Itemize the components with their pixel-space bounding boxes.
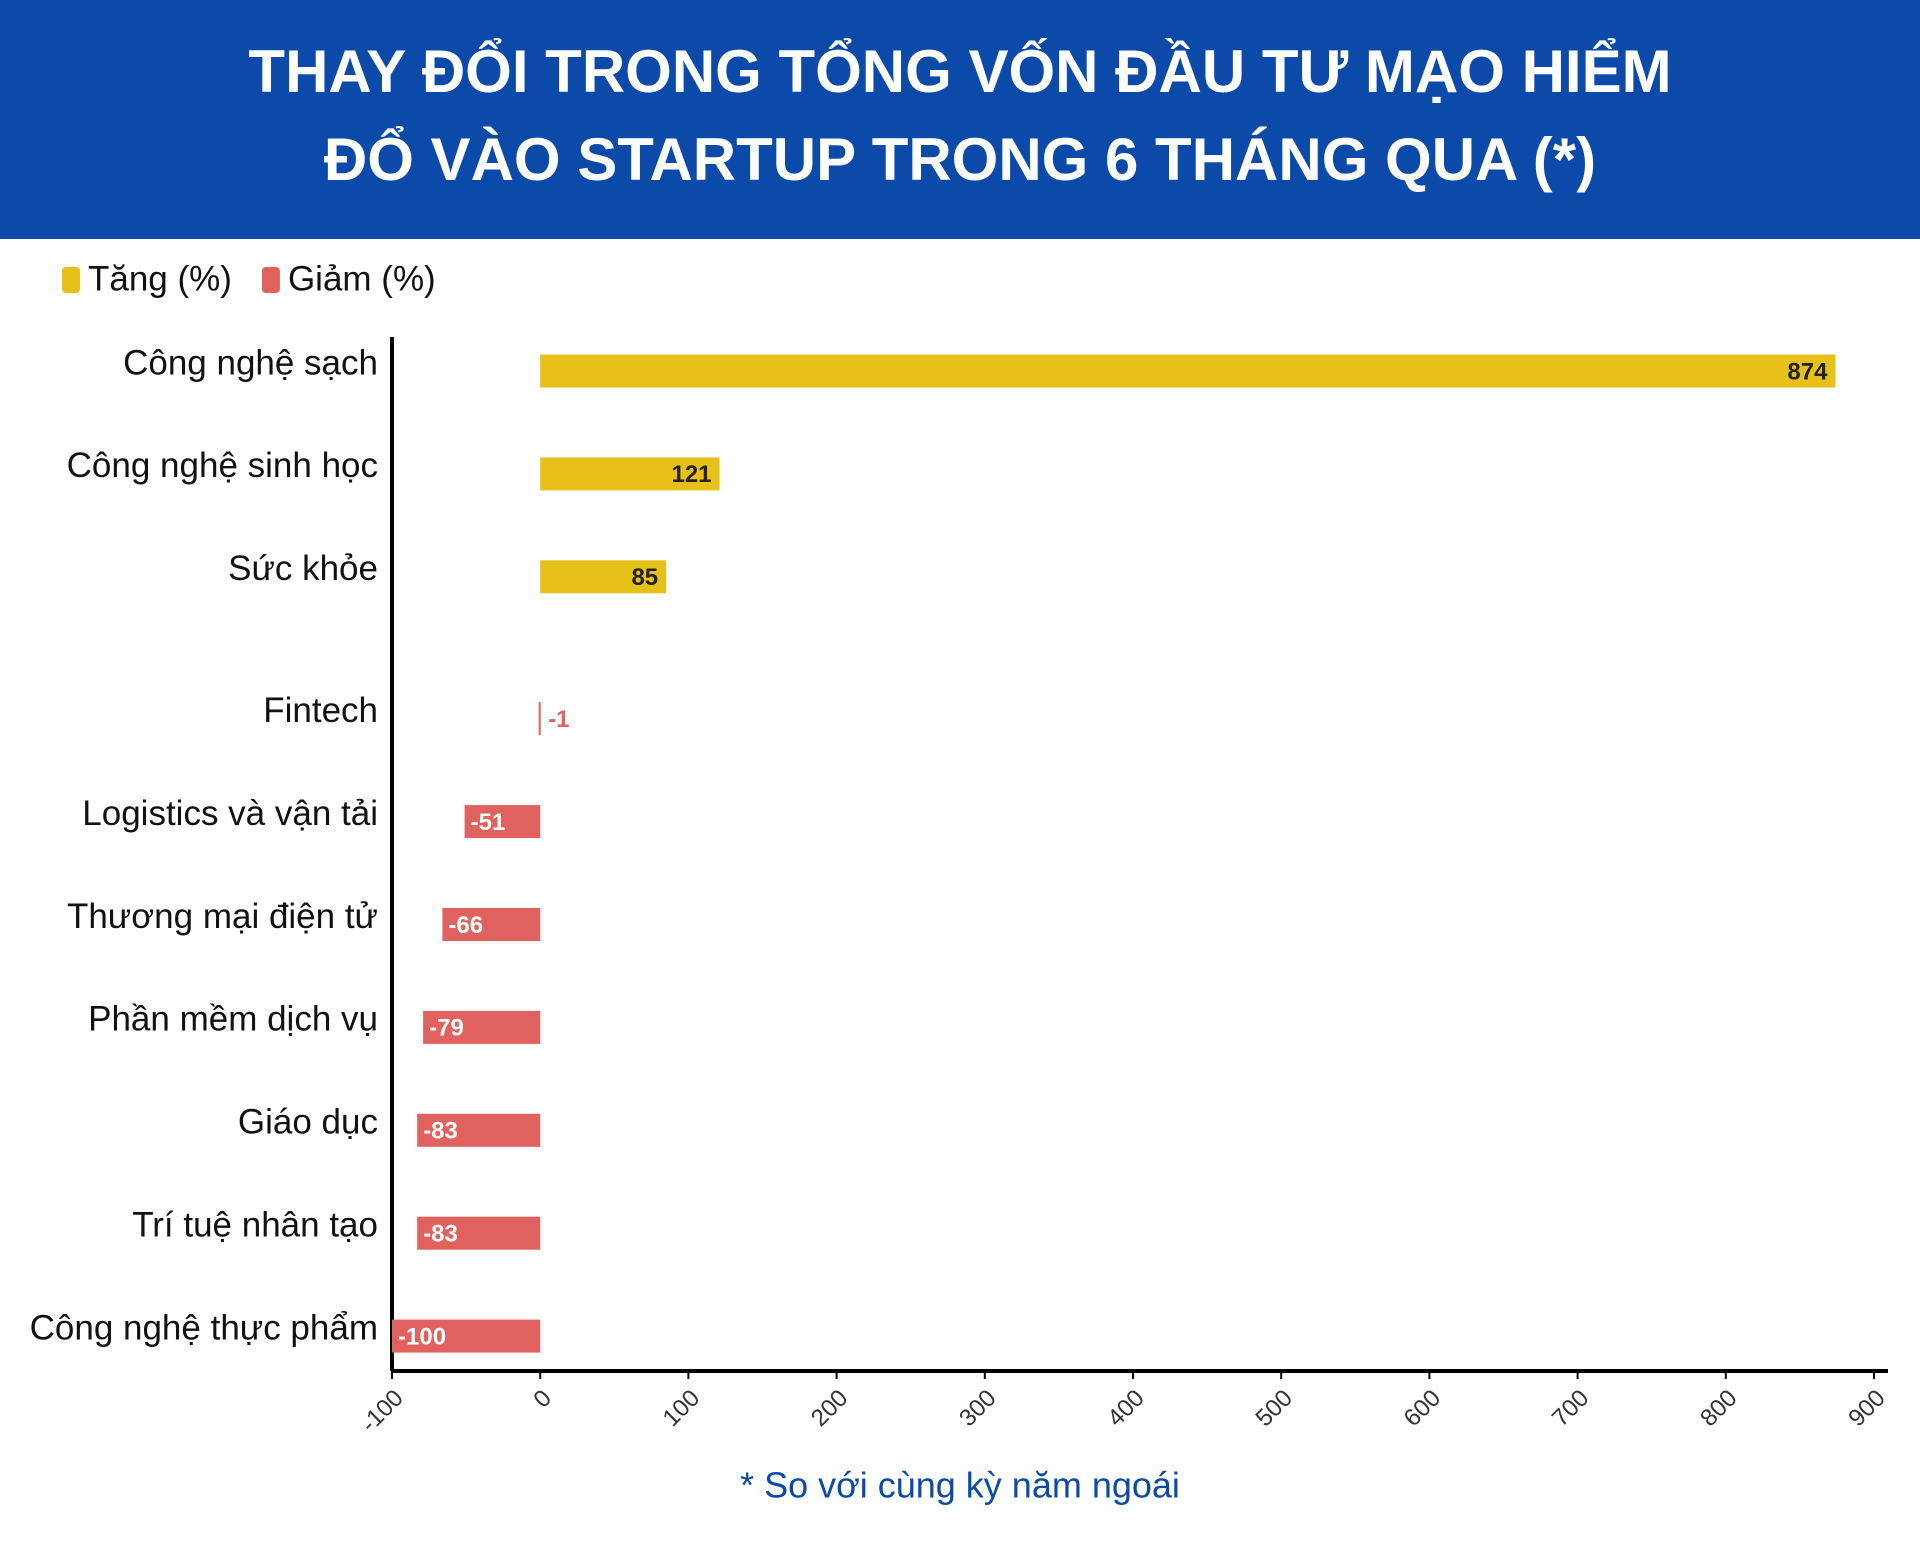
value-label: 874 <box>1787 358 1828 385</box>
value-label: -66 <box>448 912 483 939</box>
header-band <box>0 0 1920 239</box>
category-label: Công nghệ sạch <box>123 343 378 382</box>
category-label: Sức khỏe <box>228 549 378 588</box>
x-tick-label: 300 <box>954 1385 1001 1432</box>
bar <box>423 1010 541 1044</box>
value-label: 85 <box>631 564 658 591</box>
category-label: Công nghệ thực phẩm <box>30 1308 378 1347</box>
x-tick-label: 400 <box>1102 1385 1149 1432</box>
category-label: Trí tuệ nhân tạo <box>132 1205 378 1244</box>
bar <box>417 1216 541 1250</box>
category-label: Phần mềm dịch vụ <box>88 1000 378 1039</box>
category-label: Fintech <box>263 691 378 730</box>
value-label: -51 <box>471 809 506 836</box>
category-label: Giáo dục <box>238 1103 378 1142</box>
legend-label: Giảm (%) <box>288 259 436 298</box>
bar <box>540 354 1836 388</box>
category-label: Logistics và vận tải <box>82 794 378 833</box>
x-tick-label: 700 <box>1547 1385 1594 1432</box>
bar <box>538 702 541 736</box>
value-label: 121 <box>671 461 711 488</box>
value-label: -79 <box>429 1015 464 1042</box>
chart-title: ĐỔ VÀO STARTUP TRONG 6 THÁNG QUA (*) <box>324 126 1596 193</box>
x-tick-label: -100 <box>356 1385 409 1438</box>
legend-swatch <box>261 267 280 293</box>
x-tick-label: 0 <box>528 1385 557 1414</box>
x-tick-label: 900 <box>1843 1385 1890 1432</box>
x-tick-label: 200 <box>806 1385 853 1432</box>
x-tick-label: 800 <box>1695 1385 1742 1432</box>
bar <box>540 560 667 594</box>
legend-label: Tăng (%) <box>88 259 232 298</box>
x-tick-label: 100 <box>658 1385 705 1432</box>
bar <box>392 1319 541 1353</box>
bar <box>464 805 541 839</box>
category-label: Thương mại điện tử <box>67 897 378 936</box>
x-tick-label: 500 <box>1251 1385 1298 1432</box>
value-label: -83 <box>423 1118 458 1145</box>
value-label: -83 <box>423 1221 458 1248</box>
footnote: * So với cùng kỳ năm ngoái <box>740 1465 1180 1506</box>
value-label: -1 <box>548 706 569 733</box>
legend-swatch <box>62 267 80 293</box>
value-label: -100 <box>398 1323 446 1350</box>
bar <box>417 1113 541 1147</box>
x-tick-label: 600 <box>1399 1385 1446 1432</box>
category-label: Công nghệ sinh học <box>67 446 378 485</box>
bar <box>540 457 720 491</box>
bar <box>442 908 541 941</box>
chart-title: THAY ĐỔI TRONG TỔNG VỐN ĐẦU TƯ MẠO HIỂM <box>248 38 1671 105</box>
